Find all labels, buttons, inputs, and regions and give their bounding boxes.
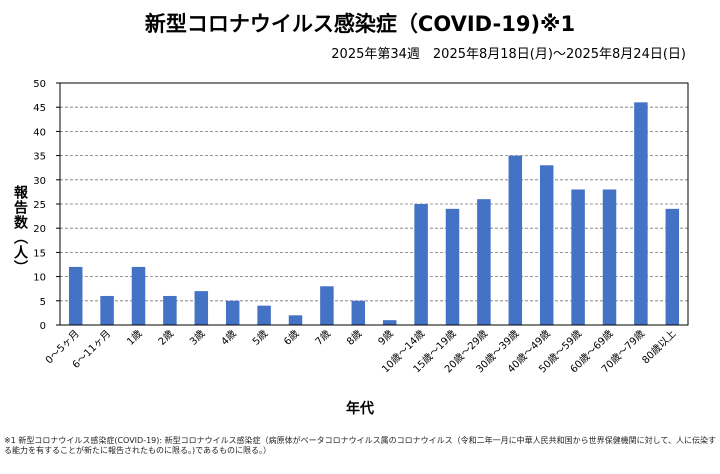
bar — [414, 204, 428, 325]
x-tick-label: 80歳以上 — [640, 328, 679, 367]
y-tick-label: 45 — [33, 103, 46, 114]
y-tick-label: 30 — [33, 176, 46, 187]
x-tick-label: 8歳 — [344, 328, 364, 348]
y-tick-label: 50 — [33, 79, 46, 90]
x-tick-label: 7歳 — [313, 328, 333, 348]
y-tick-label: 35 — [33, 152, 46, 163]
x-axis-label: 年代 — [346, 401, 374, 417]
bar — [602, 189, 617, 325]
bar — [351, 300, 366, 325]
bar — [571, 189, 585, 325]
axes — [56, 82, 689, 326]
y-tick-label: 0 — [40, 321, 46, 332]
y-tick-label: 15 — [33, 248, 46, 259]
bar — [131, 266, 146, 325]
bar — [100, 295, 114, 325]
bar — [665, 208, 680, 325]
bar — [320, 286, 334, 325]
bar — [508, 155, 523, 325]
bar — [68, 266, 83, 325]
x-tick-label: 3歳 — [187, 328, 207, 348]
y-tick-label: 10 — [33, 273, 46, 284]
bars — [68, 102, 680, 325]
bar — [225, 300, 240, 325]
y-tick-label: 25 — [33, 200, 46, 211]
chart-title: 新型コロナウイルス感染症（COVID-19)※1 — [144, 12, 576, 36]
y-tick-labels: 0 5 10 15 20 25 30 35 40 45 50 — [33, 79, 46, 332]
x-tick-label: 1歳 — [125, 328, 145, 348]
bar — [288, 315, 303, 325]
chart-subtitle: 2025年第34週 2025年8月18日(月)～2025年8月24日(日) — [331, 47, 686, 62]
y-axis-label: 報告数（人） — [12, 185, 28, 275]
bar — [194, 291, 209, 325]
x-tick-label: 5歳 — [250, 328, 270, 348]
footnote: ※1 新型コロナウイルス感染症(COVID-19): 新型コロナウイルス感染症（… — [4, 436, 716, 455]
bar — [634, 102, 648, 325]
x-tick-label: 9歳 — [376, 328, 396, 348]
gridlines — [60, 82, 688, 302]
y-tick-label: 5 — [40, 297, 46, 308]
bar — [257, 305, 271, 325]
bar — [477, 199, 491, 325]
y-tick-label: 40 — [33, 127, 46, 138]
x-tick-label: 4歳 — [219, 328, 239, 348]
bar — [445, 208, 460, 325]
bar — [382, 320, 397, 325]
x-tick-label: 2歳 — [156, 328, 176, 348]
bar — [539, 165, 554, 325]
plot-frame — [59, 82, 689, 326]
y-tick-label: 20 — [33, 224, 46, 235]
x-tick-label: 6歳 — [282, 328, 302, 348]
bar — [163, 295, 177, 325]
